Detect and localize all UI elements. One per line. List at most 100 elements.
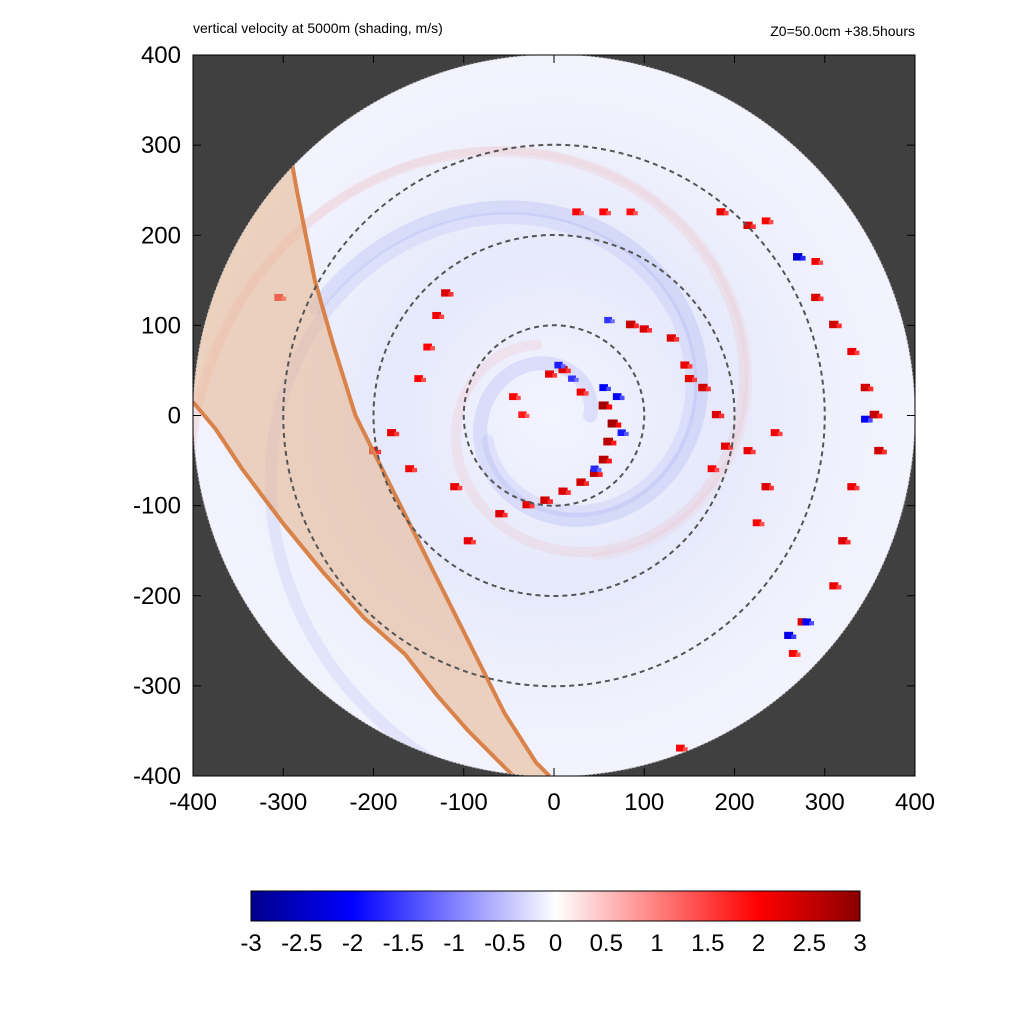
velocity-cell: [529, 503, 535, 509]
velocity-cell: [854, 485, 860, 491]
land-band-outer-edge: [193, 400, 515, 776]
velocity-cell: [829, 320, 839, 329]
colorbar-tick-label: -1: [443, 930, 464, 957]
velocity-cell: [583, 391, 589, 396]
velocity-cell: [576, 388, 586, 396]
velocity-cell: [376, 449, 382, 455]
chart-title: vertical velocity at 5000m (shading, m/s…: [193, 20, 443, 36]
velocity-cell: [711, 410, 722, 419]
velocity-cell: [707, 465, 717, 473]
colorbar: -3 -2.5 -2 -1.5 -1 -0.5 0 0.5 1 1.5 2 2.5 3: [240, 890, 867, 957]
colorbar-ticks: -3 -2.5 -2 -1.5 -1 -0.5 0 0.5 1 1.5 2 2.5 3: [240, 930, 866, 957]
velocity-cell: [768, 220, 774, 225]
colorbar-tick-label: 2: [752, 930, 765, 957]
velocity-cell: [502, 512, 508, 518]
velocity-cell: [759, 521, 765, 527]
colorbar-tick-label: 1.5: [691, 930, 724, 957]
velocity-cell: [387, 429, 397, 437]
velocity-cell: [524, 413, 530, 418]
velocity-cell: [603, 437, 613, 446]
velocity-cell: [674, 337, 680, 342]
velocity-cell: [874, 446, 884, 455]
velocity-cell: [606, 210, 611, 216]
velocity-cell: [612, 393, 622, 401]
velocity-cell: [552, 373, 558, 378]
velocity-cell: [818, 260, 824, 265]
velocity-cell: [545, 370, 554, 378]
velocity-cell: [698, 383, 708, 392]
velocity-cell: [854, 350, 860, 356]
velocity-cell: [617, 429, 626, 436]
velocity-cell: [574, 377, 579, 382]
velocity-cell: [714, 467, 720, 473]
velocity-cell: [777, 431, 783, 437]
velocity-cell: [666, 334, 676, 342]
range-ring: [372, 234, 736, 597]
velocity-cell: [597, 472, 603, 477]
velocity-cell: [583, 481, 589, 486]
colorbar-tick-label: 0: [549, 930, 562, 957]
velocity-cell: [565, 490, 571, 495]
velocity-cell: [441, 289, 451, 297]
velocity-cell: [414, 375, 423, 383]
velocity-cell: [522, 501, 532, 509]
colorbar-tick-label: 1: [650, 930, 663, 957]
velocity-cell: [509, 393, 518, 401]
colorbar-gradient: [250, 890, 861, 922]
velocity-cell: [881, 449, 887, 455]
colorbar-tick-label: 0.5: [590, 930, 623, 957]
velocity-cell: [558, 365, 568, 374]
velocity-cell: [421, 377, 426, 383]
velocity-cell: [394, 431, 400, 437]
velocity-cell: [770, 429, 780, 437]
velocity-cell: [811, 257, 821, 265]
velocity-cell: [423, 343, 432, 351]
y-tick-label: 300: [141, 132, 181, 159]
velocity-cell: [795, 652, 801, 657]
velocity-cell: [768, 485, 774, 491]
velocity-cell: [590, 465, 599, 472]
y-tick-label: -200: [133, 583, 181, 610]
velocity-cell: [599, 208, 608, 216]
velocity-cell: [576, 478, 586, 486]
velocity-cell: [836, 323, 842, 329]
velocity-cell: [554, 361, 563, 369]
velocity-cell: [705, 386, 711, 392]
velocity-cell: [463, 537, 473, 545]
velocity-cell: [572, 208, 581, 216]
velocity-cell: [604, 316, 613, 324]
spiral-band: [193, 145, 915, 776]
velocity-cell: [579, 210, 584, 216]
velocity-cell: [723, 210, 729, 216]
velocity-cell: [633, 323, 639, 329]
velocity-cell: [606, 386, 611, 392]
velocity-cell: [800, 255, 806, 261]
velocity-cell: [607, 419, 618, 428]
velocity-cell: [836, 584, 842, 590]
velocity-cell: [439, 314, 445, 319]
velocity-cell: [867, 418, 873, 423]
land-band-inner-edge: [290, 164, 551, 776]
velocity-cell: [568, 375, 576, 382]
velocity-cell: [728, 445, 734, 450]
velocity-cell: [565, 368, 571, 374]
velocity-cell: [750, 449, 756, 455]
y-tick-label: -300: [133, 673, 181, 700]
y-tick-label: -100: [133, 493, 181, 520]
velocity-cell: [818, 296, 824, 302]
y-tick-label: 100: [141, 312, 181, 339]
velocity-cell: [811, 293, 821, 302]
velocity-cell: [797, 618, 807, 626]
velocity-cell: [589, 469, 600, 477]
x-tick-label: 400: [895, 789, 935, 816]
velocity-cell: [720, 442, 730, 450]
velocity-cell: [682, 747, 688, 752]
velocity-cell: [599, 384, 608, 392]
y-tick-label: 0: [168, 403, 181, 430]
colorbar-tick-label: 2.5: [793, 930, 826, 957]
velocity-cell: [448, 292, 454, 297]
velocity-cell: [450, 483, 460, 491]
y-tick-label: -400: [133, 763, 181, 790]
colorbar-tick-label: -3: [240, 930, 261, 957]
